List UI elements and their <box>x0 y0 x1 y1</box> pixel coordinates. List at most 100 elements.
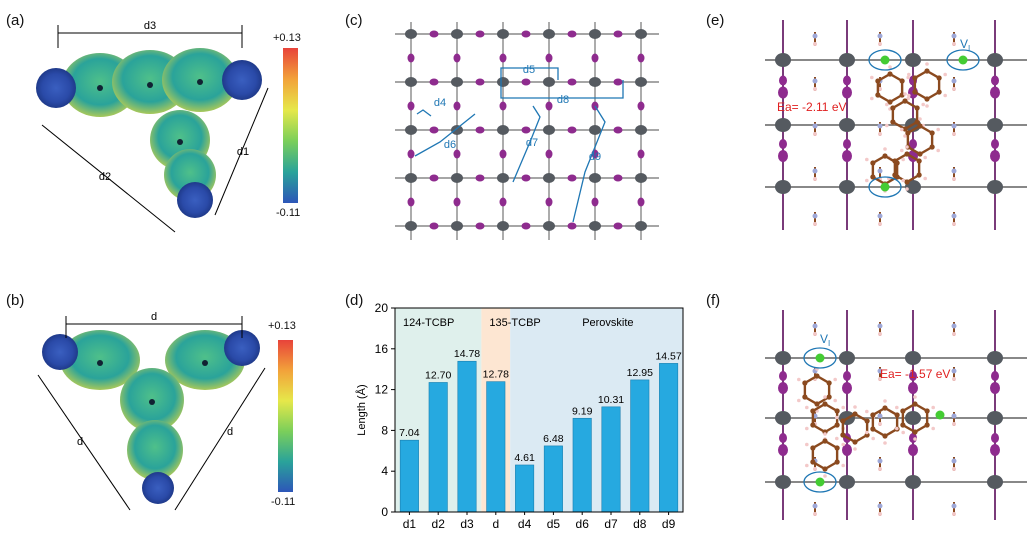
value-label-d1: 7.04 <box>399 427 420 439</box>
value-label-d2: 12.70 <box>425 369 451 381</box>
iodine-atom <box>779 139 787 149</box>
pb-atom <box>839 180 855 194</box>
value-label-d5: 6.48 <box>543 433 564 445</box>
pb-atom <box>987 411 1003 425</box>
iodine-atom <box>475 222 485 230</box>
iodine-atom <box>475 30 485 38</box>
panel-b-label: (b) <box>6 292 25 309</box>
pb-atom <box>405 125 417 135</box>
pb-atom <box>497 125 509 135</box>
colorbar-a-max: +0.13 <box>273 32 301 44</box>
pb-atom <box>905 53 921 67</box>
iodine-atom <box>778 444 788 456</box>
iodine-atom <box>613 174 623 182</box>
iodine-atom <box>407 53 415 63</box>
pb-atom <box>905 411 921 425</box>
iodine-atom <box>990 150 1000 162</box>
iodine-atom <box>567 126 577 134</box>
iodine-atom <box>842 86 852 99</box>
pb-atom <box>905 475 921 489</box>
pb-atom <box>451 125 463 135</box>
iodine-atom <box>613 78 623 86</box>
pb-atom <box>635 77 647 87</box>
lattice-grid <box>395 22 659 240</box>
iodine-atom <box>407 149 415 159</box>
dim-d5: d5 <box>523 64 535 76</box>
pb-atom <box>589 125 601 135</box>
molecule-on-surface-f <box>797 353 945 487</box>
iodine-atom <box>521 126 531 134</box>
pb-atom <box>635 125 647 135</box>
pb-atom <box>775 411 791 425</box>
iodine-atom <box>429 174 439 182</box>
pb-atom <box>905 351 921 365</box>
pb-atom <box>543 221 555 231</box>
iodine-atom <box>842 444 852 456</box>
region-label-124-tcbp: 124-TCBP <box>403 317 454 329</box>
pb-atom <box>775 180 791 194</box>
pb-atom <box>451 77 463 87</box>
y-tick-0: 0 <box>381 505 388 519</box>
region-label-perovskite: Perovskite <box>582 317 633 329</box>
iodine-atom <box>499 149 507 159</box>
value-label-d8: 12.95 <box>627 367 653 379</box>
pb-atom <box>987 53 1003 67</box>
pb-atom <box>405 173 417 183</box>
cl-atom <box>880 55 890 65</box>
bar-d8 <box>630 379 650 513</box>
panel-b-esp-map: d d d <box>37 311 266 511</box>
cl-atom <box>815 477 825 487</box>
x-tick-d5: d5 <box>547 517 561 531</box>
iodine-atom <box>429 126 439 134</box>
pb-atom <box>497 221 509 231</box>
colorbar-a-min: -0.11 <box>276 207 301 219</box>
pb-atom <box>497 173 509 183</box>
pb-atom <box>543 125 555 135</box>
iodine-atom <box>613 222 623 230</box>
iodine-atom <box>429 222 439 230</box>
cl-atom <box>815 353 825 363</box>
iodine-atom <box>779 75 787 86</box>
iodine-atom <box>453 149 461 159</box>
pb-atom <box>987 180 1003 194</box>
y-tick-4: 4 <box>381 464 388 478</box>
iodine-atom <box>429 78 439 86</box>
region-perovskite <box>510 308 683 512</box>
iodine-atom <box>779 371 787 381</box>
dim-d2: d2 <box>99 171 111 183</box>
iodine-atom <box>637 197 645 207</box>
iodine-atom <box>545 149 553 159</box>
iodine-atom <box>475 126 485 134</box>
iodine-atom <box>842 150 852 162</box>
vacancy-label-f: VI <box>820 332 830 348</box>
iodine-atom <box>545 53 553 63</box>
pb-atom <box>543 77 555 87</box>
pb-atom <box>987 351 1003 365</box>
pb-atom <box>451 221 463 231</box>
pb-atom <box>497 77 509 87</box>
dim-d-top: d <box>151 311 157 323</box>
pb-atom <box>589 77 601 87</box>
y-tick-20: 20 <box>375 301 389 315</box>
pb-atom <box>775 118 791 132</box>
iodine-atom <box>545 197 553 207</box>
x-tick-d9: d9 <box>662 517 676 531</box>
iodine-atom <box>613 126 623 134</box>
panel-e-adsorption-structure: Ea= -2.11 eV VI <box>765 20 1027 230</box>
iodine-atom <box>613 30 623 38</box>
bar-d <box>486 381 506 513</box>
pb-atom <box>839 475 855 489</box>
iodine-atom <box>991 433 999 443</box>
energy-label-f: Ea= -1.57 eV <box>880 367 950 381</box>
chart-axes: 0 4 8 12 16 20 <box>375 301 684 519</box>
panel-e-label: (e) <box>706 12 725 29</box>
colorbar-b-max: +0.13 <box>268 320 296 332</box>
y-axis-label: Length (Å) <box>355 384 368 435</box>
iodine-atom <box>407 101 415 111</box>
pb-atom <box>589 173 601 183</box>
panel-d-label: (d) <box>345 292 364 309</box>
energy-label-e: Ea= -2.11 eV <box>777 100 847 114</box>
iodine-atom <box>407 197 415 207</box>
iodine-atom <box>908 382 918 394</box>
iodine-atom <box>591 197 599 207</box>
